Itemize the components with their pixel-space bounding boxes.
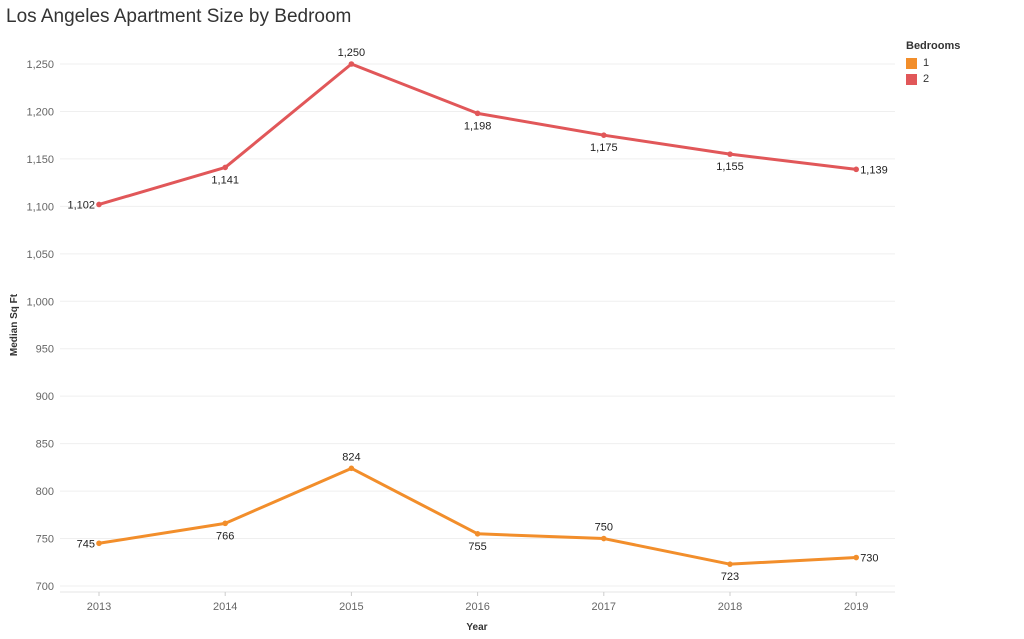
legend-item-2[interactable]: 2	[906, 71, 960, 87]
data-point	[853, 554, 859, 561]
y-tick-label: 850	[36, 439, 54, 451]
x-tick-label: 2013	[87, 601, 111, 613]
x-tick-label: 2019	[844, 601, 868, 613]
data-point	[727, 561, 733, 567]
data-label: 766	[216, 530, 234, 542]
legend-title: Bedrooms	[906, 40, 961, 52]
x-tick-label: 2014	[213, 601, 237, 613]
y-tick-label: 900	[36, 391, 54, 403]
x-tick-label: 2015	[339, 601, 363, 613]
data-point	[222, 164, 228, 171]
data-label: 755	[468, 541, 486, 553]
y-tick-label: 750	[36, 534, 54, 546]
data-point	[601, 132, 607, 138]
data-label: 1,175	[590, 142, 618, 154]
x-tick-label: 2018	[718, 601, 742, 613]
x-tick-label: 2016	[465, 601, 489, 613]
y-tick-label: 800	[36, 486, 54, 498]
y-tick-label: 1,000	[26, 296, 54, 308]
x-axis-title: Year	[466, 622, 487, 633]
y-tick-label: 1,050	[26, 249, 54, 261]
x-tick-label: 2017	[592, 601, 616, 613]
chart-title: Los Angeles Apartment Size by Bedroom	[6, 6, 352, 27]
legend-swatch	[906, 73, 917, 85]
y-tick-label: 700	[36, 581, 54, 593]
data-point	[348, 61, 355, 67]
data-point	[601, 535, 607, 542]
legend-item-1[interactable]: 1	[906, 55, 960, 71]
data-label: 1,139	[860, 164, 888, 176]
data-point	[474, 531, 481, 537]
data-label: 1,250	[338, 47, 366, 59]
y-tick-label: 1,200	[26, 106, 54, 118]
data-label: 730	[860, 553, 878, 565]
data-point	[727, 151, 733, 157]
data-label: 1,141	[211, 174, 239, 186]
data-label: 1,198	[464, 120, 492, 132]
y-tick-label: 1,100	[26, 201, 54, 213]
data-label: 723	[721, 571, 739, 583]
data-point	[853, 166, 859, 173]
y-tick-label: 1,150	[26, 154, 54, 166]
data-point	[96, 201, 102, 208]
legend-label: 2	[923, 73, 930, 85]
data-label: 745	[77, 538, 95, 550]
data-label: 1,102	[67, 199, 95, 211]
data-point	[474, 110, 481, 117]
data-label: 824	[342, 451, 360, 463]
legend-swatch	[906, 57, 917, 69]
data-label: 1,155	[716, 161, 744, 173]
legend-label: 1	[923, 57, 930, 69]
data-point	[222, 520, 228, 527]
y-tick-label: 1,250	[26, 59, 54, 71]
data-point	[348, 465, 355, 472]
y-axis-title: Median Sq Ft	[9, 293, 20, 356]
legend: Bedrooms 1 2	[906, 40, 960, 87]
y-tick-label: 950	[36, 344, 54, 356]
data-point	[96, 540, 102, 547]
data-label: 750	[595, 522, 613, 534]
